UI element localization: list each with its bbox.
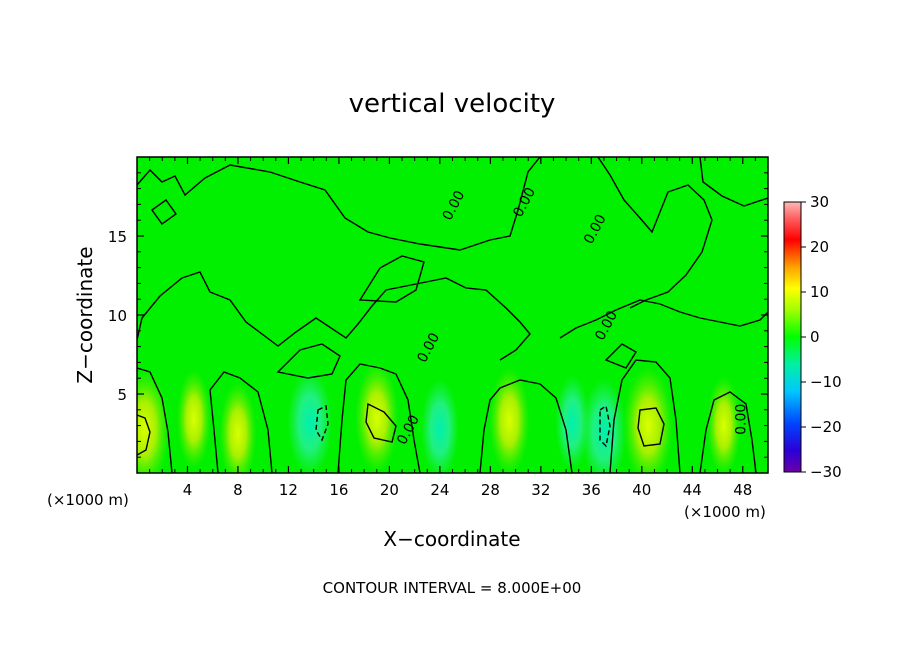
contour-zero-line xyxy=(358,255,425,303)
y-tick-label: 5 xyxy=(117,386,127,404)
chart-title: vertical velocity xyxy=(349,89,556,119)
plot-area: 0.00 0.000.000.000.000.000.00 xyxy=(136,156,769,474)
contour-zero-line xyxy=(209,371,273,473)
colorbar-tick-label: −30 xyxy=(810,463,842,481)
contour-zero-line xyxy=(559,299,768,339)
contour-positive-line xyxy=(637,407,665,447)
contour-zero-line xyxy=(137,414,151,456)
colorbar-tick-label: 30 xyxy=(810,193,829,211)
x-unit-right: (×1000 m) xyxy=(684,503,766,521)
contour-zero-line xyxy=(137,367,173,473)
contour-zero-line xyxy=(597,157,713,309)
colorbar-tick-label: −10 xyxy=(810,373,842,391)
updraft-cell xyxy=(623,365,674,473)
contour-zero-line xyxy=(337,363,421,473)
contour-label: 0.00 xyxy=(733,404,749,435)
x-tick-label: 48 xyxy=(733,481,752,499)
contour-zero-line xyxy=(137,271,531,361)
contour-zero-line xyxy=(609,359,681,473)
contour-interval-footer: CONTOUR INTERVAL = 8.000E+00 xyxy=(323,579,582,597)
updraft-cell xyxy=(354,361,399,473)
contour-positive-line xyxy=(365,402,397,443)
x-axis: 4 8 12 16 20 24 28 32 36 40 44 48 xyxy=(149,157,756,499)
colorbar-tick-label: −20 xyxy=(810,418,842,436)
contour-zero-line xyxy=(137,157,541,251)
x-tick-label: 20 xyxy=(380,481,399,499)
colorbar-gradient xyxy=(783,201,802,473)
downdraft-cell xyxy=(555,374,590,471)
contour-zero-line xyxy=(276,343,341,379)
updraft-cell xyxy=(219,381,257,473)
x-tick-label: 32 xyxy=(531,481,550,499)
x-tick-label: 44 xyxy=(683,481,702,499)
contour-zero-line xyxy=(699,157,768,207)
updraft-cell xyxy=(137,368,170,473)
x-axis-label: X−coordinate xyxy=(383,527,520,551)
x-tick-label: 16 xyxy=(329,481,348,499)
x-tick-label: 40 xyxy=(632,481,651,499)
colorbar-ticks: 30 20 10 0 −10 −20 −30 xyxy=(801,193,842,481)
downdraft-cell xyxy=(287,368,333,473)
x-tick-label: 12 xyxy=(279,481,298,499)
downdraft-cell xyxy=(581,377,627,473)
colorbar-tick-label: 0 xyxy=(810,328,820,346)
x-tick-label: 24 xyxy=(430,481,449,499)
x-tick-label: 4 xyxy=(183,481,193,499)
x-tick-label: 8 xyxy=(233,481,243,499)
x-unit-left: (×1000 m) xyxy=(47,491,129,509)
contour-zero-line xyxy=(151,199,177,225)
contour-zero-line xyxy=(604,343,637,369)
y-tick-label: 10 xyxy=(108,307,127,325)
contour-zero-line xyxy=(699,391,757,473)
contour-zero-line xyxy=(479,379,573,473)
y-tick-label: 15 xyxy=(108,228,127,246)
contour-negative-line xyxy=(315,404,329,442)
colorbar-tick-label: 20 xyxy=(810,238,829,256)
colorbar-tick-label: 10 xyxy=(810,283,829,301)
y-axis-label: Z−coordinate xyxy=(73,246,97,383)
updraft-cell xyxy=(489,366,530,473)
x-tick-label: 36 xyxy=(582,481,601,499)
downdraft-cell xyxy=(421,378,459,473)
updraft-cell xyxy=(176,369,211,470)
colorbar: 30 20 10 0 −10 −20 −30 xyxy=(783,193,842,481)
contour-lines xyxy=(137,157,768,473)
y-axis: 5 10 15 xyxy=(108,172,768,458)
x-tick-label: 28 xyxy=(481,481,500,499)
